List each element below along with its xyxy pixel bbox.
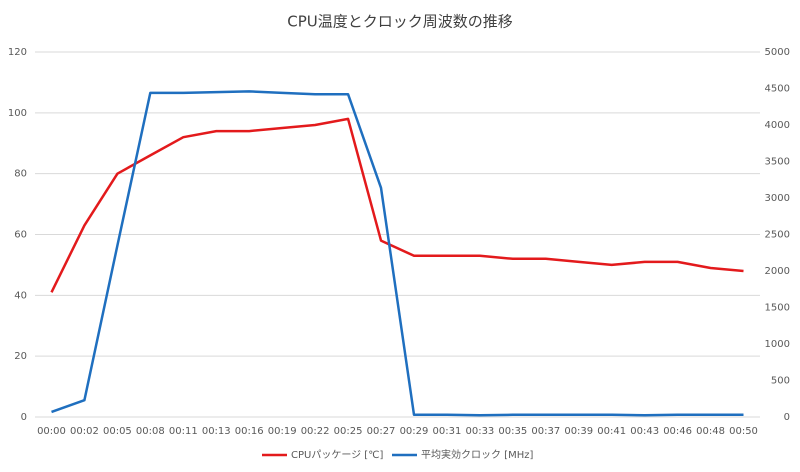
y-tick-label: 60 <box>14 230 27 241</box>
x-tick-label: 00:08 <box>136 426 165 437</box>
x-tick-label: 00:39 <box>564 426 593 437</box>
legend-label: CPUパッケージ [℃] <box>291 449 383 461</box>
x-tick-label: 00:13 <box>202 426 231 437</box>
legend-label: 平均実効クロック [MHz] <box>421 448 533 461</box>
x-tick-label: 00:27 <box>367 426 396 437</box>
y2-tick-label: 1500 <box>765 303 790 314</box>
chart-title: CPU温度とクロック周波数の推移 <box>287 13 513 31</box>
x-tick-label: 00:25 <box>334 426 363 437</box>
series-line <box>51 90 744 417</box>
y-tick-label: 120 <box>8 47 27 58</box>
x-tick-label: 00:11 <box>169 426 198 437</box>
x-tick-label: 00:16 <box>235 426 264 437</box>
x-tick-label: 00:33 <box>465 426 494 437</box>
y-tick-label: 20 <box>14 351 27 362</box>
y2-tick-label: 500 <box>771 376 790 387</box>
y2-tick-label: 1000 <box>765 339 790 350</box>
y2-tick-label: 2000 <box>765 266 790 277</box>
x-tick-label: 00:46 <box>663 426 692 437</box>
x-tick-label: 00:29 <box>400 426 429 437</box>
y2-tick-label: 0 <box>784 412 790 423</box>
x-tick-label: 00:50 <box>729 426 758 437</box>
x-tick-label: 00:05 <box>103 426 132 437</box>
x-tick-label: 00:19 <box>268 426 297 437</box>
x-tick-label: 00:43 <box>630 426 659 437</box>
y-tick-label: 100 <box>8 108 27 119</box>
y-tick-label: 0 <box>21 412 27 423</box>
y2-tick-label: 5000 <box>765 47 790 58</box>
x-tick-label: 00:22 <box>301 426 330 437</box>
x-tick-label: 00:00 <box>37 426 66 437</box>
y2-tick-label: 4000 <box>765 120 790 131</box>
y-tick-label: 80 <box>14 169 27 180</box>
x-tick-label: 00:31 <box>433 426 462 437</box>
y2-tick-label: 2500 <box>765 230 790 241</box>
series-line <box>50 117 744 293</box>
x-tick-label: 00:41 <box>597 426 626 437</box>
y-tick-label: 40 <box>14 290 27 301</box>
x-tick-label: 00:48 <box>696 426 725 437</box>
y2-tick-label: 4500 <box>765 84 790 95</box>
x-tick-label: 00:02 <box>70 426 99 437</box>
x-tick-label: 00:37 <box>531 426 560 437</box>
y2-tick-label: 3500 <box>765 157 790 168</box>
y2-tick-label: 3000 <box>765 193 790 204</box>
x-tick-label: 00:35 <box>498 426 527 437</box>
